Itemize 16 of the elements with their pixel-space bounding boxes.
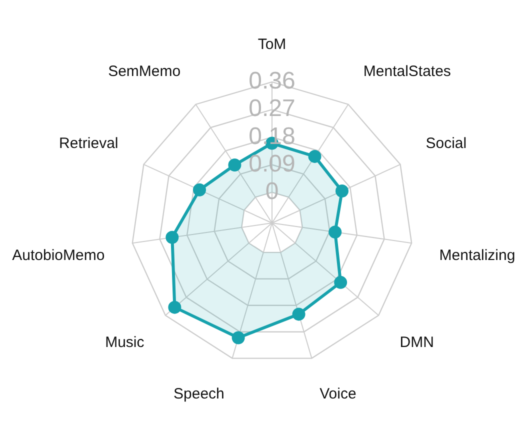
spoke-label: DMN <box>400 334 434 351</box>
spoke-label: Social <box>426 134 467 152</box>
y-tick-label: 0.09 <box>248 150 296 178</box>
spoke-label: MentalStates <box>363 62 451 80</box>
y-tick-label: 0.27 <box>248 95 296 122</box>
y-tick-label: 0 <box>265 178 279 205</box>
spoke-label: SemMemo <box>108 62 181 80</box>
y-tick-label: 0.18 <box>248 122 296 150</box>
spoke-label: Voice <box>320 385 356 402</box>
spoke-label: ToM <box>258 36 286 54</box>
spoke-label: Music <box>105 334 145 351</box>
y-tick-label: 0.36 <box>248 68 296 95</box>
spoke-label: Retrieval <box>59 134 118 152</box>
spoke-label: Speech <box>174 385 224 402</box>
spoke-label: Mentalizing <box>439 247 516 264</box>
spoke-label: AutobioMemo <box>12 247 105 264</box>
